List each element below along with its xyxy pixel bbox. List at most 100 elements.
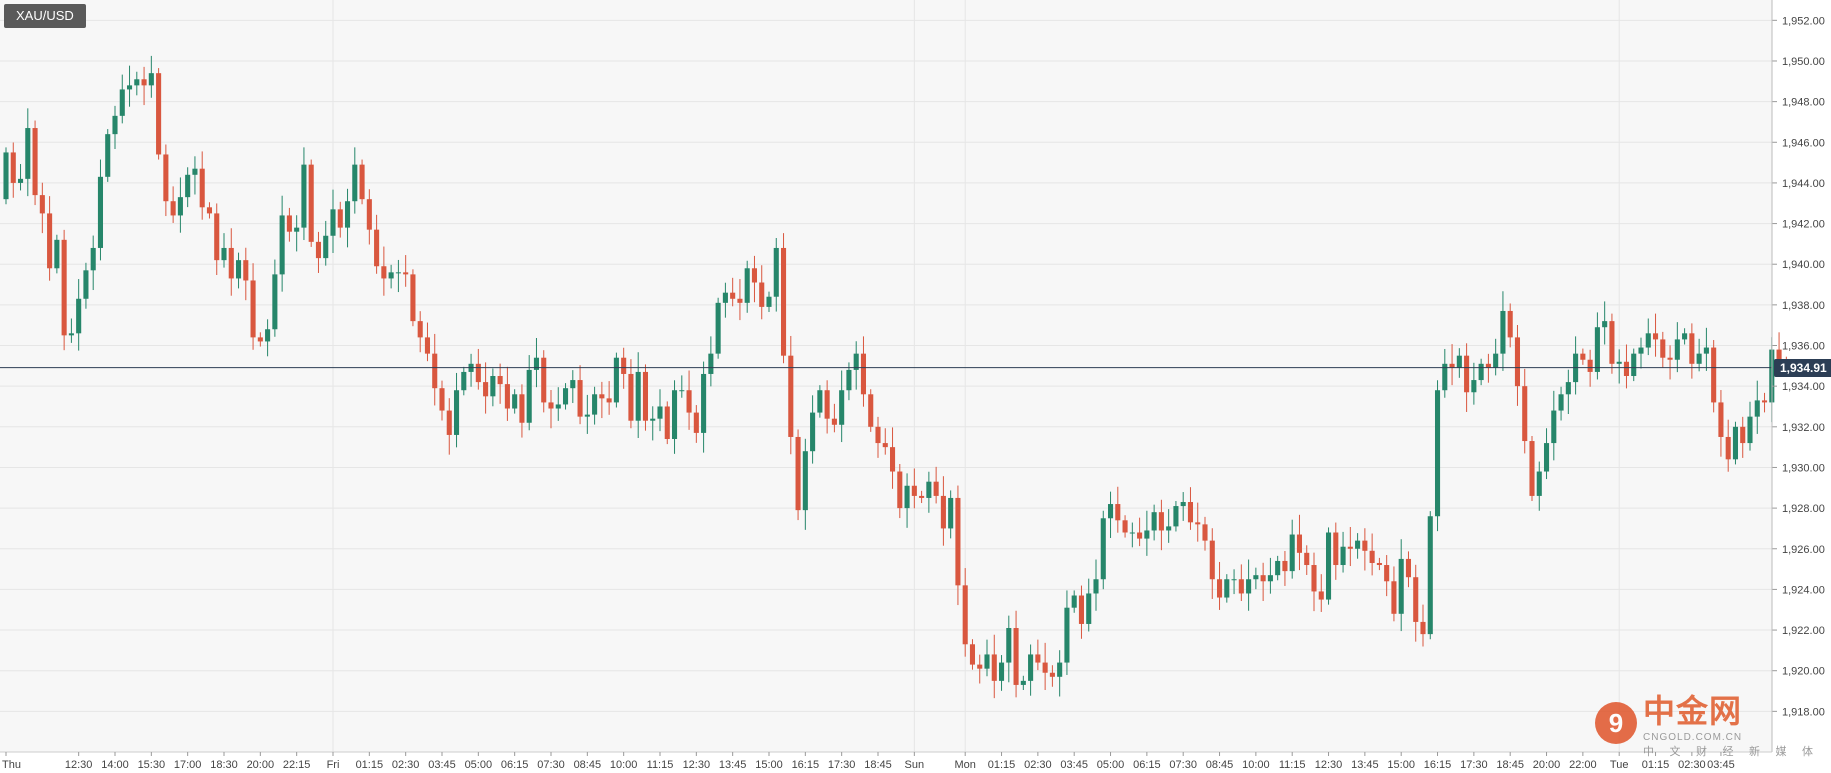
candle — [417, 311, 423, 353]
candle — [54, 234, 60, 274]
candle-body — [1645, 333, 1651, 348]
candle-body — [897, 471, 903, 509]
candle — [1209, 528, 1215, 599]
candle-body — [1434, 390, 1441, 517]
candle — [1355, 533, 1361, 559]
candle-body — [650, 418, 656, 421]
candle — [1507, 303, 1513, 348]
candle — [206, 202, 213, 219]
candle-body — [1275, 560, 1281, 576]
candle — [1093, 559, 1099, 611]
x-tick-label: 16:15 — [792, 759, 820, 771]
candle-body — [272, 274, 278, 330]
candle — [940, 476, 946, 546]
candle — [39, 182, 45, 234]
candle — [1253, 567, 1259, 590]
candle-body — [860, 353, 867, 395]
candle-body — [1507, 310, 1513, 338]
candle-body — [766, 296, 772, 307]
candle-body — [1674, 339, 1680, 360]
candle-body — [628, 373, 634, 421]
candle — [577, 365, 583, 425]
x-tick-label: 02:30 — [392, 759, 420, 771]
candle-body — [141, 79, 147, 86]
candle-body — [991, 654, 997, 681]
candle-body — [599, 394, 605, 399]
candle — [926, 471, 932, 513]
candle-body — [984, 654, 990, 669]
candle-body — [119, 89, 125, 116]
candle-body — [1289, 534, 1295, 572]
candle — [90, 235, 96, 291]
candle-body — [824, 390, 830, 419]
candle — [1514, 324, 1521, 406]
candle — [679, 375, 685, 398]
x-tick-label: 03:45 — [1707, 759, 1735, 771]
candle-body — [1464, 355, 1470, 393]
candle — [599, 381, 605, 419]
candle-body — [526, 369, 532, 423]
candle — [555, 387, 561, 421]
candle-body — [294, 227, 300, 232]
y-tick-label: 1,952.00 — [1782, 15, 1825, 27]
x-tick-label: 07:30 — [1169, 759, 1197, 771]
y-tick-label: 1,950.00 — [1782, 56, 1825, 68]
x-tick-label: 08:45 — [1206, 759, 1234, 771]
candle-body — [1500, 310, 1506, 354]
candle — [1180, 492, 1186, 521]
candle — [788, 335, 794, 455]
y-axis: 1,918.00 1,920.00 1,922.00 1,924.00 1,926.00… — [1771, 0, 1825, 752]
candle — [780, 233, 787, 364]
candle — [1689, 323, 1695, 379]
candle — [1725, 419, 1731, 472]
candle-body — [1398, 558, 1404, 614]
candle — [1064, 590, 1070, 675]
candle — [214, 203, 220, 275]
candle — [1144, 510, 1150, 556]
candle — [279, 195, 285, 292]
candle-body — [911, 485, 917, 496]
watermark: 9 中金网 CNGOLD.COM.CN 中 文 财 经 新 媒 体 — [1595, 686, 1819, 759]
watermark-name: 中金网 — [1643, 692, 1743, 730]
candle-body — [1529, 441, 1535, 496]
candle-body — [933, 481, 939, 496]
candle-body — [1253, 575, 1259, 580]
candle-body — [1747, 416, 1753, 444]
candle-body — [512, 394, 518, 409]
candle — [875, 416, 881, 458]
candle — [1696, 338, 1702, 372]
candle — [548, 390, 554, 429]
candle — [1282, 550, 1288, 586]
candle-body — [1137, 532, 1143, 539]
candle — [185, 167, 191, 208]
candle — [1485, 353, 1491, 383]
candle — [512, 389, 518, 414]
candle-body — [926, 481, 932, 498]
candle-body — [1166, 526, 1172, 531]
candle-body — [112, 115, 118, 135]
candle — [221, 233, 227, 268]
candle — [1732, 421, 1739, 465]
candle-body — [570, 380, 576, 389]
candle-body — [366, 199, 372, 230]
candle — [919, 490, 925, 504]
candle — [1311, 552, 1317, 612]
candle-body — [185, 174, 191, 198]
candle — [228, 228, 234, 296]
candle — [403, 255, 409, 287]
candle — [1384, 555, 1390, 597]
candle-body — [250, 280, 256, 338]
candle-body — [1028, 654, 1034, 681]
candle — [1137, 517, 1143, 547]
candle — [141, 66, 147, 106]
candle-body — [1231, 579, 1237, 581]
candle — [148, 55, 154, 98]
candle-layer — [3, 55, 1789, 699]
candle — [1413, 564, 1419, 642]
candle — [1754, 380, 1760, 434]
candle — [1405, 551, 1412, 588]
candle — [250, 263, 256, 350]
candle — [1129, 522, 1135, 548]
candle — [860, 336, 867, 407]
